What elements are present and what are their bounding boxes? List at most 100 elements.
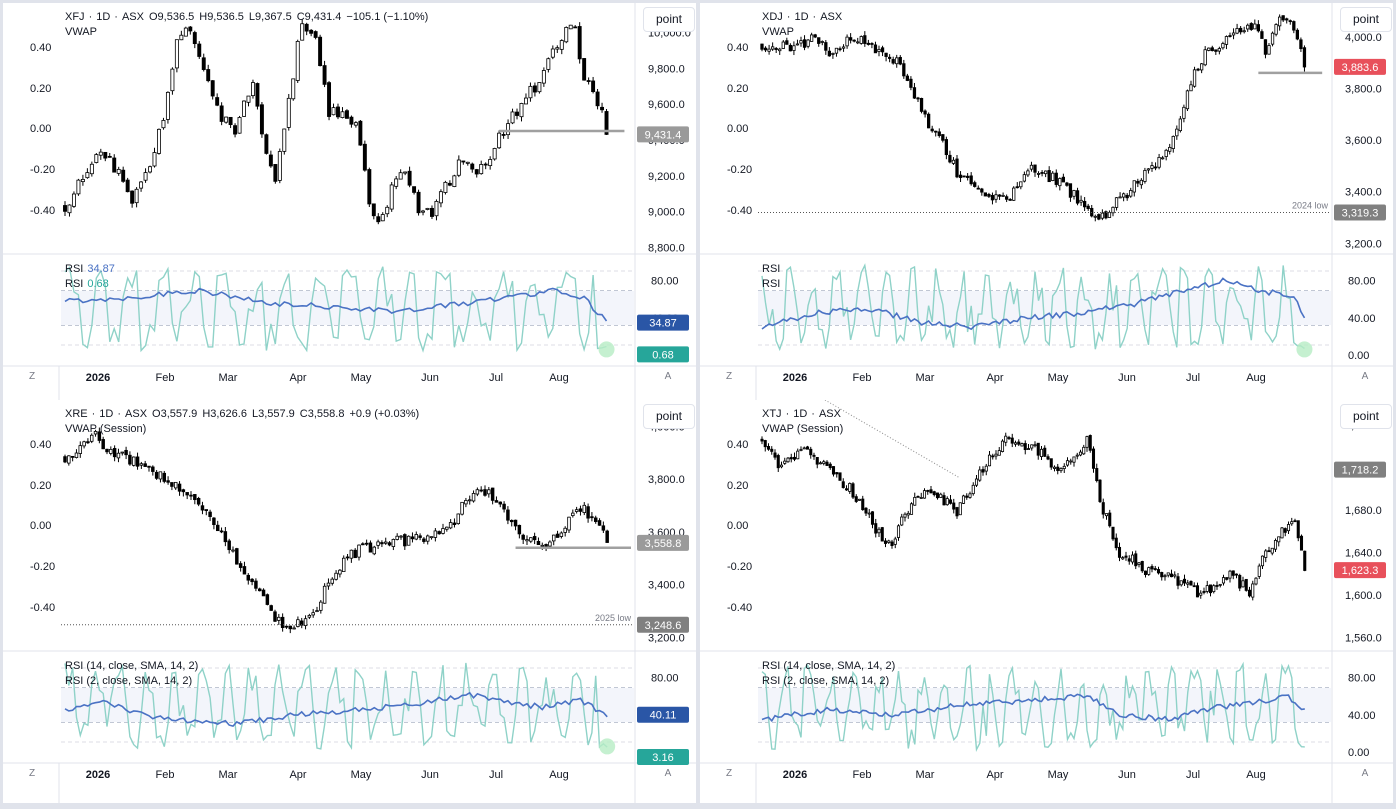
zoom-toggle-button[interactable]: Z [725,768,733,779]
price-badge: 1,718.2 [1334,461,1386,478]
left-axis-tick: 0.20 [727,480,748,492]
vwap-label[interactable]: VWAP [65,26,97,38]
rsi-legend[interactable]: RSI RSI [762,262,780,292]
candle [1030,444,1034,451]
candle [586,77,591,85]
auto-scale-button[interactable]: A [664,371,672,382]
symbol-legend[interactable]: XFJ · 1D · ASX O9,536.5 H9,536.5 L9,367.5 C9,431… [65,10,433,40]
candle [395,533,399,541]
candle [806,39,810,49]
candle [1146,168,1151,174]
candle [429,536,434,540]
candle [471,490,476,503]
candle [987,192,991,198]
last-price-badge: 3,883.6 [1334,58,1386,75]
chart-canvas[interactable]: 0.400.200.00-0.20-0.401,760.01,720.01,68… [700,400,1393,803]
candle [134,187,139,208]
x-axis-label: Aug [549,372,569,384]
candle [789,453,793,463]
legend-o: O3,557.9 [152,408,198,420]
auto-scale-button[interactable]: A [664,768,672,779]
legend-sym: XRE [65,408,88,420]
candle [1228,32,1232,38]
x-axis-label: Mar [219,372,238,384]
candle [1137,561,1141,568]
x-axis-label: Mar [916,769,935,781]
candle [452,174,457,188]
vwap-label[interactable]: VWAP (Session) [65,423,147,435]
auto-scale-button[interactable]: A [1361,371,1369,382]
candle [1124,551,1128,561]
chart-canvas[interactable]: 0.400.200.00-0.20-0.4010,000.09,800.09,6… [3,3,696,406]
chart-canvas[interactable]: 0.400.200.00-0.20-0.404,000.03,800.03,60… [3,400,696,803]
candle [425,207,430,211]
candle [984,463,988,476]
candle [414,531,419,541]
candle [357,544,361,561]
zoom-toggle-button[interactable]: Z [28,768,36,779]
auto-scale-button[interactable]: A [1361,768,1369,779]
chart-panel-xfj[interactable]: 0.40 0.20 0.00 -0.20 -0.40 10,000.0 9,800.0 9,6… [3,3,696,406]
candle [792,41,796,56]
right-axis-tick: 3,400.0 [648,580,685,592]
candle [1303,550,1307,572]
price-scale-unit-button[interactable]: point [643,404,695,429]
vwap-label[interactable]: VWAP [762,26,794,38]
left-axis-tick: 0.40 [30,42,51,54]
candle [515,108,519,120]
rsi-legend[interactable]: RSI (14, close, SMA, 14, 2) RSI (2, close… [762,659,895,689]
chart-canvas[interactable]: 0.400.200.00-0.20-0.404,000.03,800.03,60… [700,3,1393,406]
candle [916,495,920,498]
price-scale-unit-button[interactable]: point [643,7,695,32]
candle [154,470,159,480]
rsi-legend[interactable]: RSI (14, close, SMA, 14, 2) RSI (2, close… [65,659,198,689]
candle [1125,193,1129,201]
svg-text:34.87: 34.87 [649,318,677,330]
zoom-toggle-button[interactable]: Z [28,371,36,382]
symbol-legend[interactable]: XDJ · 1D · ASX VWAP [762,10,847,40]
candle [820,40,824,46]
candle [286,93,291,131]
x-axis-label: Jun [1118,769,1136,781]
candle [1179,580,1183,587]
price-scale-unit-button[interactable]: point [1340,7,1392,32]
candle [474,168,479,178]
candle [362,140,367,172]
left-axis-tick: 0.00 [30,520,51,532]
legend-o: O9,536.5 [148,11,195,23]
rsi-legend[interactable]: RSI 34.87 RSI 0.68 [65,262,115,292]
candle [945,496,949,506]
candle [1132,180,1136,197]
candle [563,526,567,537]
vwap-label[interactable]: VWAP (Session) [762,423,844,435]
chart-panel-xdj[interactable]: 0.40 0.20 0.00 -0.20 -0.40 4,000.0 3,800.0 3,60… [700,3,1393,406]
candle [1069,458,1073,465]
candle [445,526,449,532]
left-axis-tick: -0.40 [727,602,752,614]
rsi-axis-tick: 40.00 [1348,710,1376,722]
candle [291,78,296,101]
candle [799,36,803,47]
zoom-toggle-button[interactable]: Z [725,371,733,382]
candle [166,476,170,485]
rsi-legend-label: RSI [762,263,781,275]
candle [371,203,376,220]
left-axis-tick: 0.20 [30,480,51,492]
symbol-legend[interactable]: XTJ · 1D · ASX VWAP (Session) [762,407,846,437]
trend-line[interactable] [824,400,961,479]
candle [1199,62,1204,74]
right-axis-tick: 3,400.0 [1345,187,1382,199]
price-scale-unit-button[interactable]: point [1340,404,1392,429]
symbol-legend[interactable]: XRE · 1D · ASX O3,557.9 H3,626.6 L3,557.9 C3,558… [65,407,424,437]
candle [1013,440,1018,447]
rsi-legend-row: RSI (2, close, SMA, 14, 2) [762,674,895,689]
candle [1143,570,1148,578]
chart-panel-xtj[interactable]: 0.400.200.00-0.20-0.401,760.01,720.01,68… [700,400,1393,803]
chart-panel-xre[interactable]: 0.400.200.00-0.20-0.404,000.03,800.03,60… [3,400,696,803]
candle [994,450,998,460]
candle [107,152,112,158]
left-axis-tick: -0.20 [30,561,55,573]
candles [63,427,609,634]
candle [376,213,381,225]
candle [80,174,85,186]
